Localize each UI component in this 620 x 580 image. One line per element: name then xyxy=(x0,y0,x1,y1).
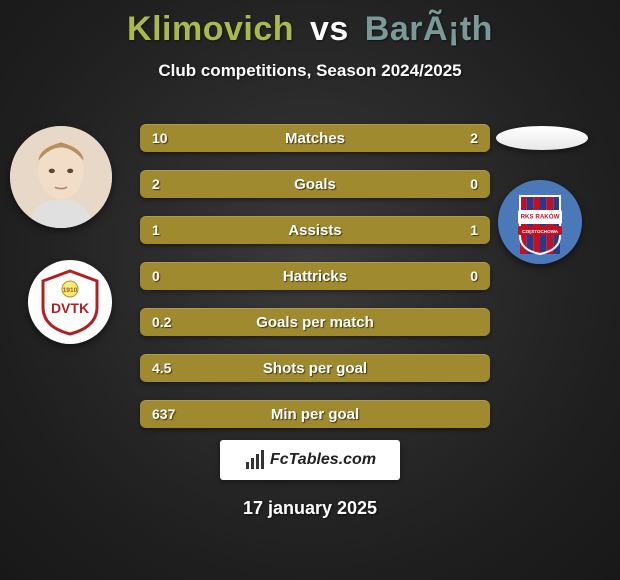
stat-label: Min per goal xyxy=(271,406,359,423)
stat-right-value: 0 xyxy=(470,268,478,284)
stat-left-value: 2 xyxy=(152,176,160,192)
chart-icon xyxy=(244,449,266,471)
stat-row: Assists 1 1 xyxy=(140,216,490,244)
player1-avatar xyxy=(10,126,112,228)
stats-bars: Matches102Goals20Assists11Hattricks00Goa… xyxy=(140,124,490,446)
stat-left-value: 4.5 xyxy=(152,360,171,376)
stat-right-value: 2 xyxy=(470,130,478,146)
stat-left-value: 0.2 xyxy=(152,314,171,330)
stat-right-value: 0 xyxy=(470,176,478,192)
stat-left-value: 10 xyxy=(152,130,168,146)
club-year: 1910 xyxy=(63,287,78,294)
player2-marker xyxy=(496,126,588,150)
stat-left-value: 0 xyxy=(152,268,160,284)
dvtk-shield-icon: 1910 DVTK xyxy=(35,267,105,337)
player2-name: BarÃ¡th xyxy=(365,10,493,48)
stat-label: Shots per goal xyxy=(263,360,367,377)
page-title: Klimovich vs BarÃ¡th xyxy=(0,0,620,49)
club-right-badge: RKS RAKÓW CZĘSTOCHOWA xyxy=(498,180,582,264)
vs-label: vs xyxy=(310,10,349,48)
stat-row: Shots per goal 4.5 xyxy=(140,354,490,382)
club-right-name: RKS RAKÓW xyxy=(521,213,560,221)
stat-left-value: 637 xyxy=(152,406,175,422)
stat-row: Hattricks 0 0 xyxy=(140,262,490,290)
face-icon xyxy=(10,126,112,228)
club-left-badge: 1910 DVTK xyxy=(28,260,112,344)
stat-row: Goals per match 0.2 xyxy=(140,308,490,336)
stat-right-value: 1 xyxy=(470,222,478,238)
stat-label: Hattricks xyxy=(283,268,347,285)
stat-label: Matches xyxy=(285,130,345,147)
rakow-shield-icon: RKS RAKÓW CZĘSTOCHOWA xyxy=(498,180,582,264)
stat-left-value: 1 xyxy=(152,222,160,238)
site-name: FcTables.com xyxy=(270,451,376,469)
stat-label: Goals xyxy=(294,176,336,193)
stat-row: Matches 10 2 xyxy=(140,124,490,152)
stat-label: Goals per match xyxy=(256,314,374,331)
footer-date: 17 january 2025 xyxy=(243,498,377,519)
stat-row: Goals 2 0 xyxy=(140,170,490,198)
player1-name: Klimovich xyxy=(127,10,294,48)
content-root: Klimovich vs BarÃ¡th Club competitions, … xyxy=(0,0,620,580)
club-right-city: CZĘSTOCHOWA xyxy=(522,229,559,234)
site-logo: FcTables.com xyxy=(220,440,400,480)
stat-row: Min per goal 637 xyxy=(140,400,490,428)
stat-label: Assists xyxy=(288,222,341,239)
club-left-name: DVTK xyxy=(51,300,89,316)
subtitle: Club competitions, Season 2024/2025 xyxy=(0,61,620,81)
